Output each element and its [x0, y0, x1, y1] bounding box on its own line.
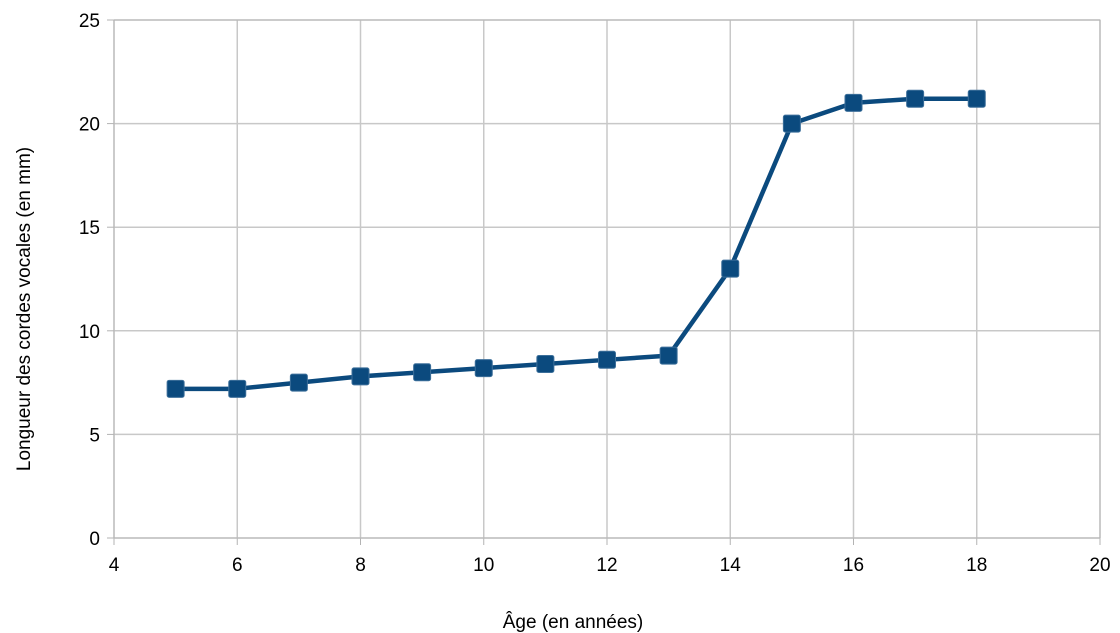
data-point-marker: [721, 259, 740, 278]
data-point-marker: [782, 114, 801, 133]
data-point-marker: [289, 373, 308, 392]
x-axis-title: Âge (en années): [503, 611, 644, 633]
y-tick-label: 0: [89, 529, 100, 550]
x-tick-label: 8: [355, 555, 366, 576]
plot-area: [113, 19, 1101, 539]
data-point-marker: [844, 93, 863, 112]
y-tick-label: 5: [89, 425, 100, 446]
y-tick-label: 10: [79, 322, 100, 343]
data-point-marker: [474, 359, 493, 378]
data-point-marker: [906, 89, 925, 108]
data-point-marker: [413, 363, 432, 382]
tick-labels: 4 6 8 10 12 14 16 18 20 0 5 10 15 20 25: [79, 11, 1111, 576]
data-point-marker: [166, 379, 185, 398]
series-line: [175, 96, 977, 392]
data-point-marker: [228, 379, 247, 398]
y-tick-label: 25: [79, 11, 100, 32]
x-tick-label: 4: [109, 555, 120, 576]
x-tick-label: 16: [843, 555, 864, 576]
y-axis-title: Longueur des cordes vocales (en mm): [14, 147, 35, 471]
data-point-marker: [351, 367, 370, 386]
series-layer: [166, 89, 986, 398]
y-tick-label: 15: [79, 218, 100, 239]
x-tick-label: 6: [232, 555, 243, 576]
x-tick-label: 18: [966, 555, 987, 576]
data-point-marker: [967, 89, 986, 108]
x-tick-label: 12: [596, 555, 617, 576]
y-tick-label: 20: [79, 115, 100, 136]
x-tick-label: 10: [473, 555, 494, 576]
data-point-marker: [659, 346, 678, 365]
data-point-marker: [536, 354, 555, 373]
x-tick-label: 20: [1089, 555, 1110, 576]
x-tick-label: 14: [720, 555, 742, 576]
data-point-marker: [598, 350, 616, 369]
